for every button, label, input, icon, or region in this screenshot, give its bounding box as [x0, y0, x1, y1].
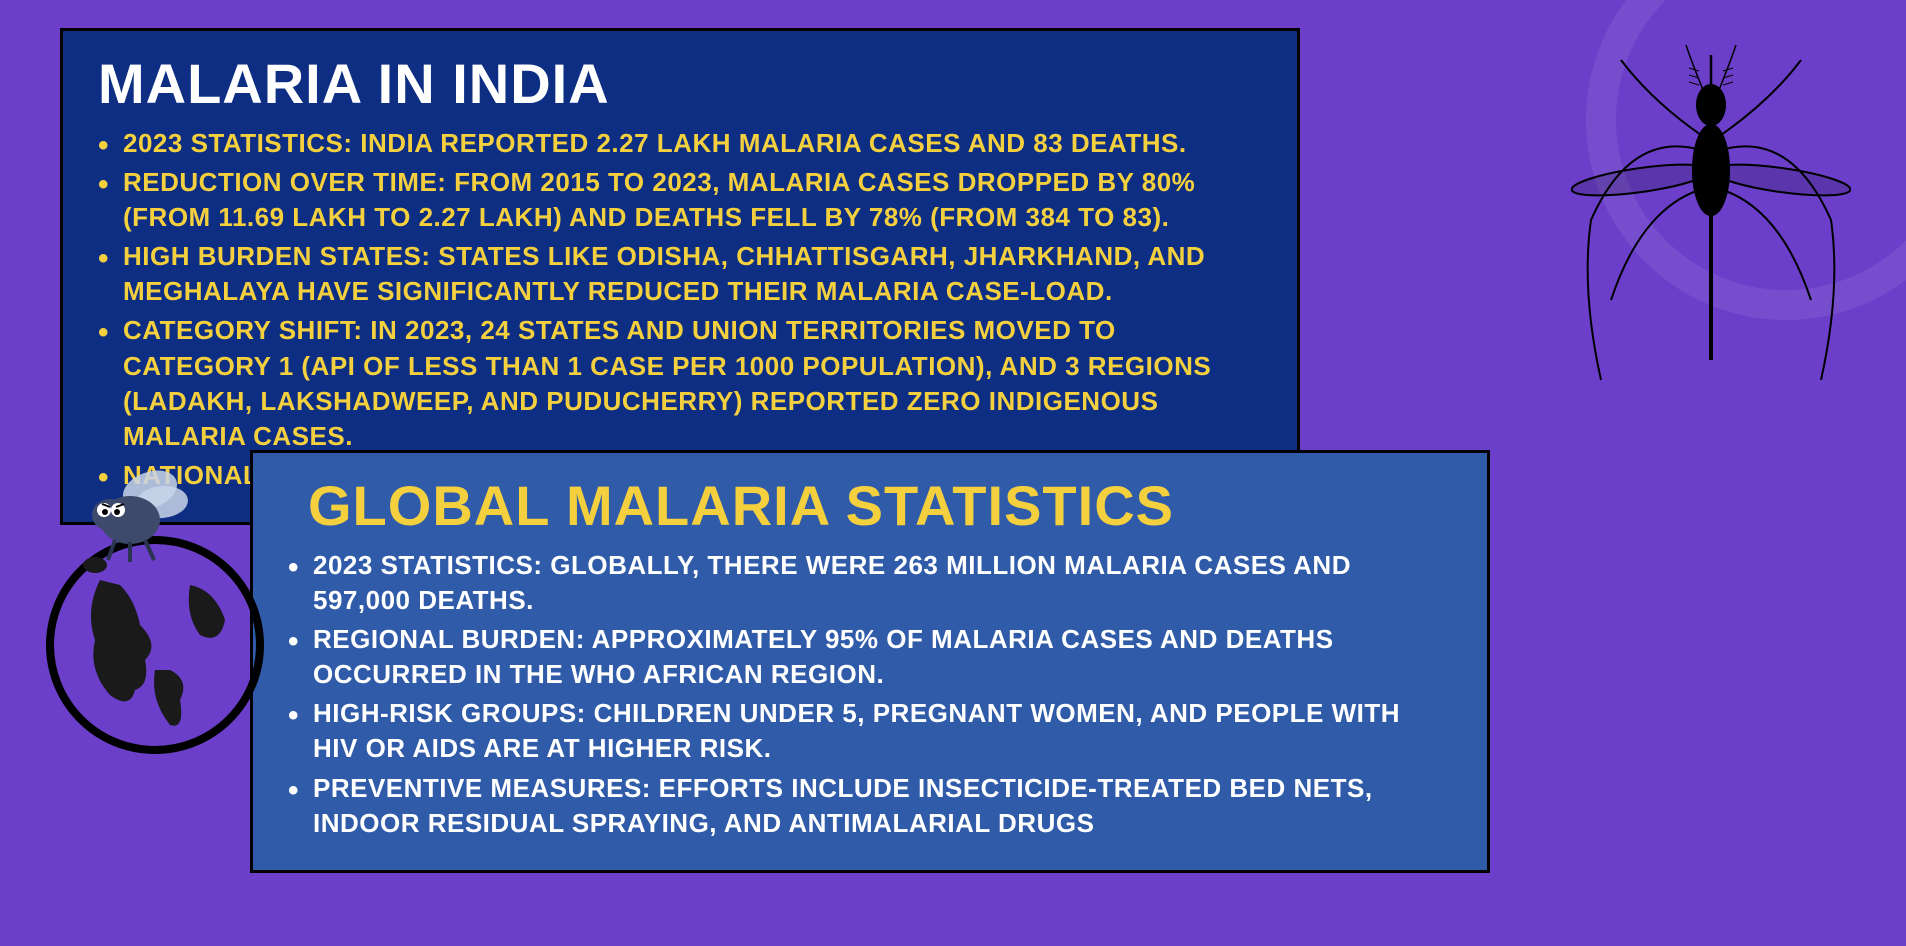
panel-global-malaria: GLOBAL MALARIA STATISTICS 2023 STATISTIC… [250, 450, 1490, 873]
bullet-list-global: 2023 STATISTICS: GLOBALLY, THERE WERE 26… [288, 548, 1452, 841]
list-item: REDUCTION OVER TIME: FROM 2015 TO 2023, … [123, 165, 1262, 235]
list-item: 2023 STATISTICS: GLOBALLY, THERE WERE 26… [313, 548, 1452, 618]
list-item: HIGH BURDEN STATES: STATES LIKE ODISHA, … [123, 239, 1262, 309]
list-item: 2023 STATISTICS: INDIA REPORTED 2.27 LAK… [123, 126, 1262, 161]
list-item: HIGH-RISK GROUPS: CHILDREN UNDER 5, PREG… [313, 696, 1452, 766]
list-item: CATEGORY SHIFT: IN 2023, 24 STATES AND U… [123, 313, 1262, 453]
title-global: GLOBAL MALARIA STATISTICS [308, 473, 1452, 538]
title-india: MALARIA IN INDIA [98, 51, 1262, 116]
bullet-list-india: 2023 STATISTICS: INDIA REPORTED 2.27 LAK… [98, 126, 1262, 493]
list-item: REGIONAL BURDEN: APPROXIMATELY 95% OF MA… [313, 622, 1452, 692]
fly-icon [80, 460, 190, 570]
list-item: PREVENTIVE MEASURES: EFFORTS INCLUDE INS… [313, 771, 1452, 841]
mosquito-icon [1571, 40, 1851, 400]
